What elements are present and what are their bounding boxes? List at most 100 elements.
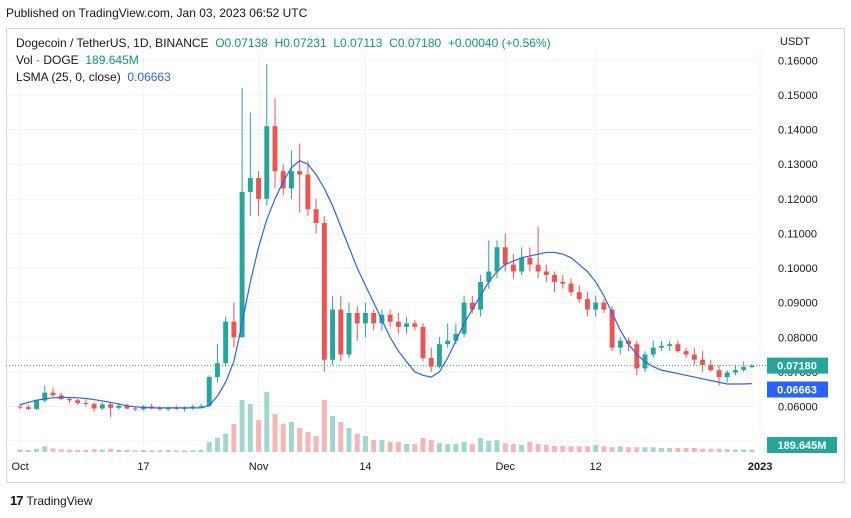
change-value: +0.00040 (+0.56%) [447,36,551,50]
volume-bar [626,447,632,452]
volume-bar [395,442,401,452]
candle-body [206,377,212,406]
volume-bar [83,450,89,452]
candle-body [288,171,294,189]
volume-bar [494,440,500,452]
volume-bar [593,444,599,452]
candle-body [297,171,303,175]
currency-label: USDT [780,36,810,48]
volume-bar [280,424,286,452]
candle-body [732,370,738,373]
candle-body [34,400,40,409]
volume-bar [182,450,188,452]
volume-bar [379,440,385,452]
volume-bar [519,444,525,452]
candle-body [436,344,442,367]
volume-bar [708,448,714,452]
lsma-tag: 0.06663 [767,381,828,398]
candle-body [568,283,574,293]
candle-body [83,403,89,405]
volume-bar [560,446,566,452]
volume-label[interactable]: Vol · DOGE [16,53,79,67]
volume-bar [42,446,48,452]
volume-bar [428,440,434,452]
candle-body [445,340,451,345]
candle-body [149,406,155,408]
volume-bar [650,447,656,452]
volume-bar [165,450,171,452]
candle-body [256,178,262,199]
candle-body [247,178,253,192]
ohlc-row: Dogecoin / TetherUS, 1D, BINANCE O0.0713… [16,35,551,52]
lsma-label[interactable]: LSMA (25, 0, close) [16,70,121,84]
candle-body [552,274,558,282]
time-tick-label: Nov [249,461,269,473]
candle-body [157,407,163,410]
volume-bar [527,442,533,452]
candle-body [658,345,664,348]
price-tick-label: 0.09000 [778,298,818,310]
candle-body [675,344,681,352]
candle-body [494,247,500,272]
volume-bar [75,450,81,452]
volume-bar [256,420,262,452]
footer-branding[interactable]: 17 TradingView [10,493,93,508]
candle-body [428,358,434,367]
time-tick-label: 12 [590,461,602,473]
open-value: O0.07138 [215,36,268,50]
candle-body [66,398,72,401]
volume-bar [716,448,722,452]
candle-body [626,340,632,345]
volume-bar [34,448,40,452]
candle-body [214,363,220,378]
candle-body [724,372,730,378]
candle-body [108,404,114,408]
price-chart[interactable]: 0.16000 0.15000 0.14000 0.13000 0.12000 0.110… [6,28,845,483]
candle-body [231,321,237,338]
time-tick-label: 2023 [748,461,772,473]
price-tick-label: 0.08000 [778,332,818,344]
volume-bar [584,446,590,452]
candle-body [741,367,747,371]
volume-bar [297,428,303,452]
candle-body [584,299,590,310]
low-value: L0.07113 [333,36,383,50]
candle-body [371,313,377,324]
chart-legend: Dogecoin / TetherUS, 1D, BINANCE O0.0713… [16,35,551,86]
volume-bar [412,444,418,452]
candle-body [527,257,533,265]
candle-body [502,247,508,265]
volume-bar [601,446,607,452]
volume-bar [305,432,311,452]
candle-body [338,309,344,355]
volume-bar [190,450,196,452]
lsma-line [19,160,752,409]
volume-bar [206,442,212,452]
candle-body [75,400,81,404]
volume-bar [116,450,122,452]
volume-bar [140,450,146,452]
symbol-title[interactable]: Dogecoin / TetherUS, 1D, BINANCE [16,36,209,50]
high-value: H0.07231 [274,36,327,50]
candle-body [634,344,640,369]
volume-bar [568,446,574,452]
candle-body [486,271,492,282]
candle-body [305,174,311,210]
volume-bar [362,436,368,452]
close-value: C0.07180 [389,36,442,50]
volume-bar [157,450,163,452]
volume-bar [453,444,459,452]
candle-body [387,314,393,322]
candle-body [667,344,673,346]
candle-body [469,302,475,310]
price-tick-label: 0.14000 [778,125,818,137]
volume-bar [404,444,410,452]
price-tick-label: 0.15000 [778,90,818,102]
price-tick-label: 0.10000 [778,263,818,275]
candle-body [700,359,706,365]
candle-body [272,126,278,172]
candle-body [132,408,138,410]
volume-bar [510,444,516,452]
candle-body [510,264,516,272]
candle-body [404,323,410,327]
